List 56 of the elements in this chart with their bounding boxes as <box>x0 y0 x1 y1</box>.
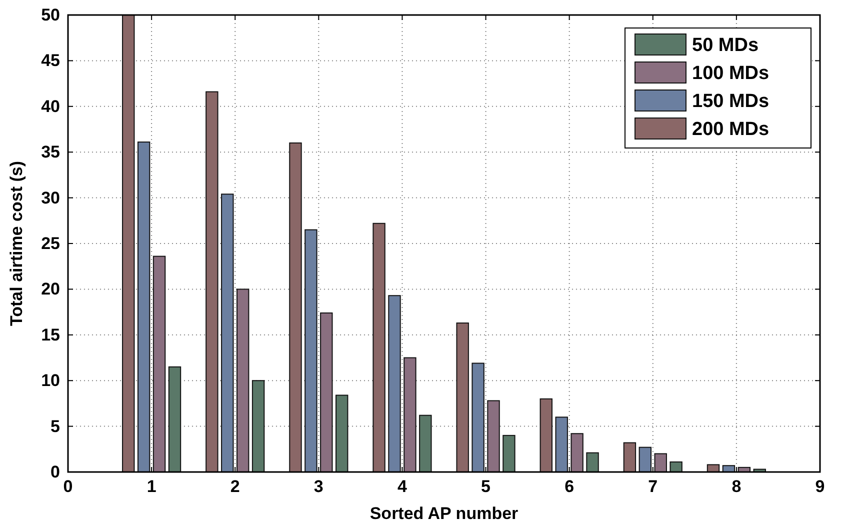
bar <box>404 357 416 472</box>
x-tick-label: 8 <box>732 477 742 496</box>
x-tick-label: 0 <box>63 477 73 496</box>
y-tick-label: 25 <box>41 234 60 253</box>
bar <box>168 366 182 472</box>
bar <box>419 414 432 472</box>
y-tick-label: 40 <box>41 96 60 116</box>
bar <box>388 295 401 472</box>
x-tick-label: 5 <box>481 477 491 496</box>
bar <box>221 194 234 472</box>
bar <box>540 398 552 472</box>
legend-label: 100 MDs <box>692 63 770 84</box>
y-tick-label: 20 <box>41 280 60 299</box>
bar <box>555 416 568 472</box>
bar <box>206 91 218 472</box>
bar <box>336 394 348 472</box>
bar <box>654 453 667 472</box>
x-tick-label: 6 <box>564 477 574 496</box>
x-tick-label: 2 <box>230 477 240 496</box>
y-tick-label: 10 <box>41 371 60 390</box>
bar <box>289 142 302 472</box>
y-tick-label: 0 <box>50 462 60 482</box>
bar <box>472 362 484 472</box>
bar <box>137 142 150 472</box>
y-tick-label: 35 <box>41 142 60 162</box>
x-axis-title: Sorted AP number <box>370 504 519 523</box>
bar <box>487 400 500 472</box>
bar <box>236 288 250 472</box>
bar <box>304 229 318 472</box>
y-tick-label: 45 <box>41 51 60 70</box>
bar <box>320 312 333 472</box>
bar <box>456 322 469 472</box>
bar <box>670 461 682 472</box>
bar <box>706 464 720 472</box>
legend-label: 150 MDs <box>692 91 770 112</box>
bar <box>623 442 636 472</box>
y-tick-label: 5 <box>50 416 60 436</box>
legend-label: 50 MDs <box>692 35 759 56</box>
bar <box>570 433 584 472</box>
bar <box>638 446 652 472</box>
y-tick-label: 15 <box>41 325 60 344</box>
bar <box>252 380 265 472</box>
y-tick-label: 30 <box>41 188 60 208</box>
bar <box>122 14 135 472</box>
y-axis-title: Total airtime cost (s) <box>7 161 26 326</box>
x-tick-label: 3 <box>314 477 324 496</box>
x-tick-label: 1 <box>146 477 156 496</box>
x-tick-label: 7 <box>648 477 658 496</box>
bar <box>372 222 386 472</box>
bar <box>152 256 166 472</box>
bar <box>502 434 516 472</box>
bar <box>586 452 599 472</box>
legend-label: 200 MDs <box>692 119 770 140</box>
x-tick-label: 4 <box>397 477 408 496</box>
y-tick-label: 50 <box>41 5 60 24</box>
x-tick-label: 9 <box>815 477 825 496</box>
